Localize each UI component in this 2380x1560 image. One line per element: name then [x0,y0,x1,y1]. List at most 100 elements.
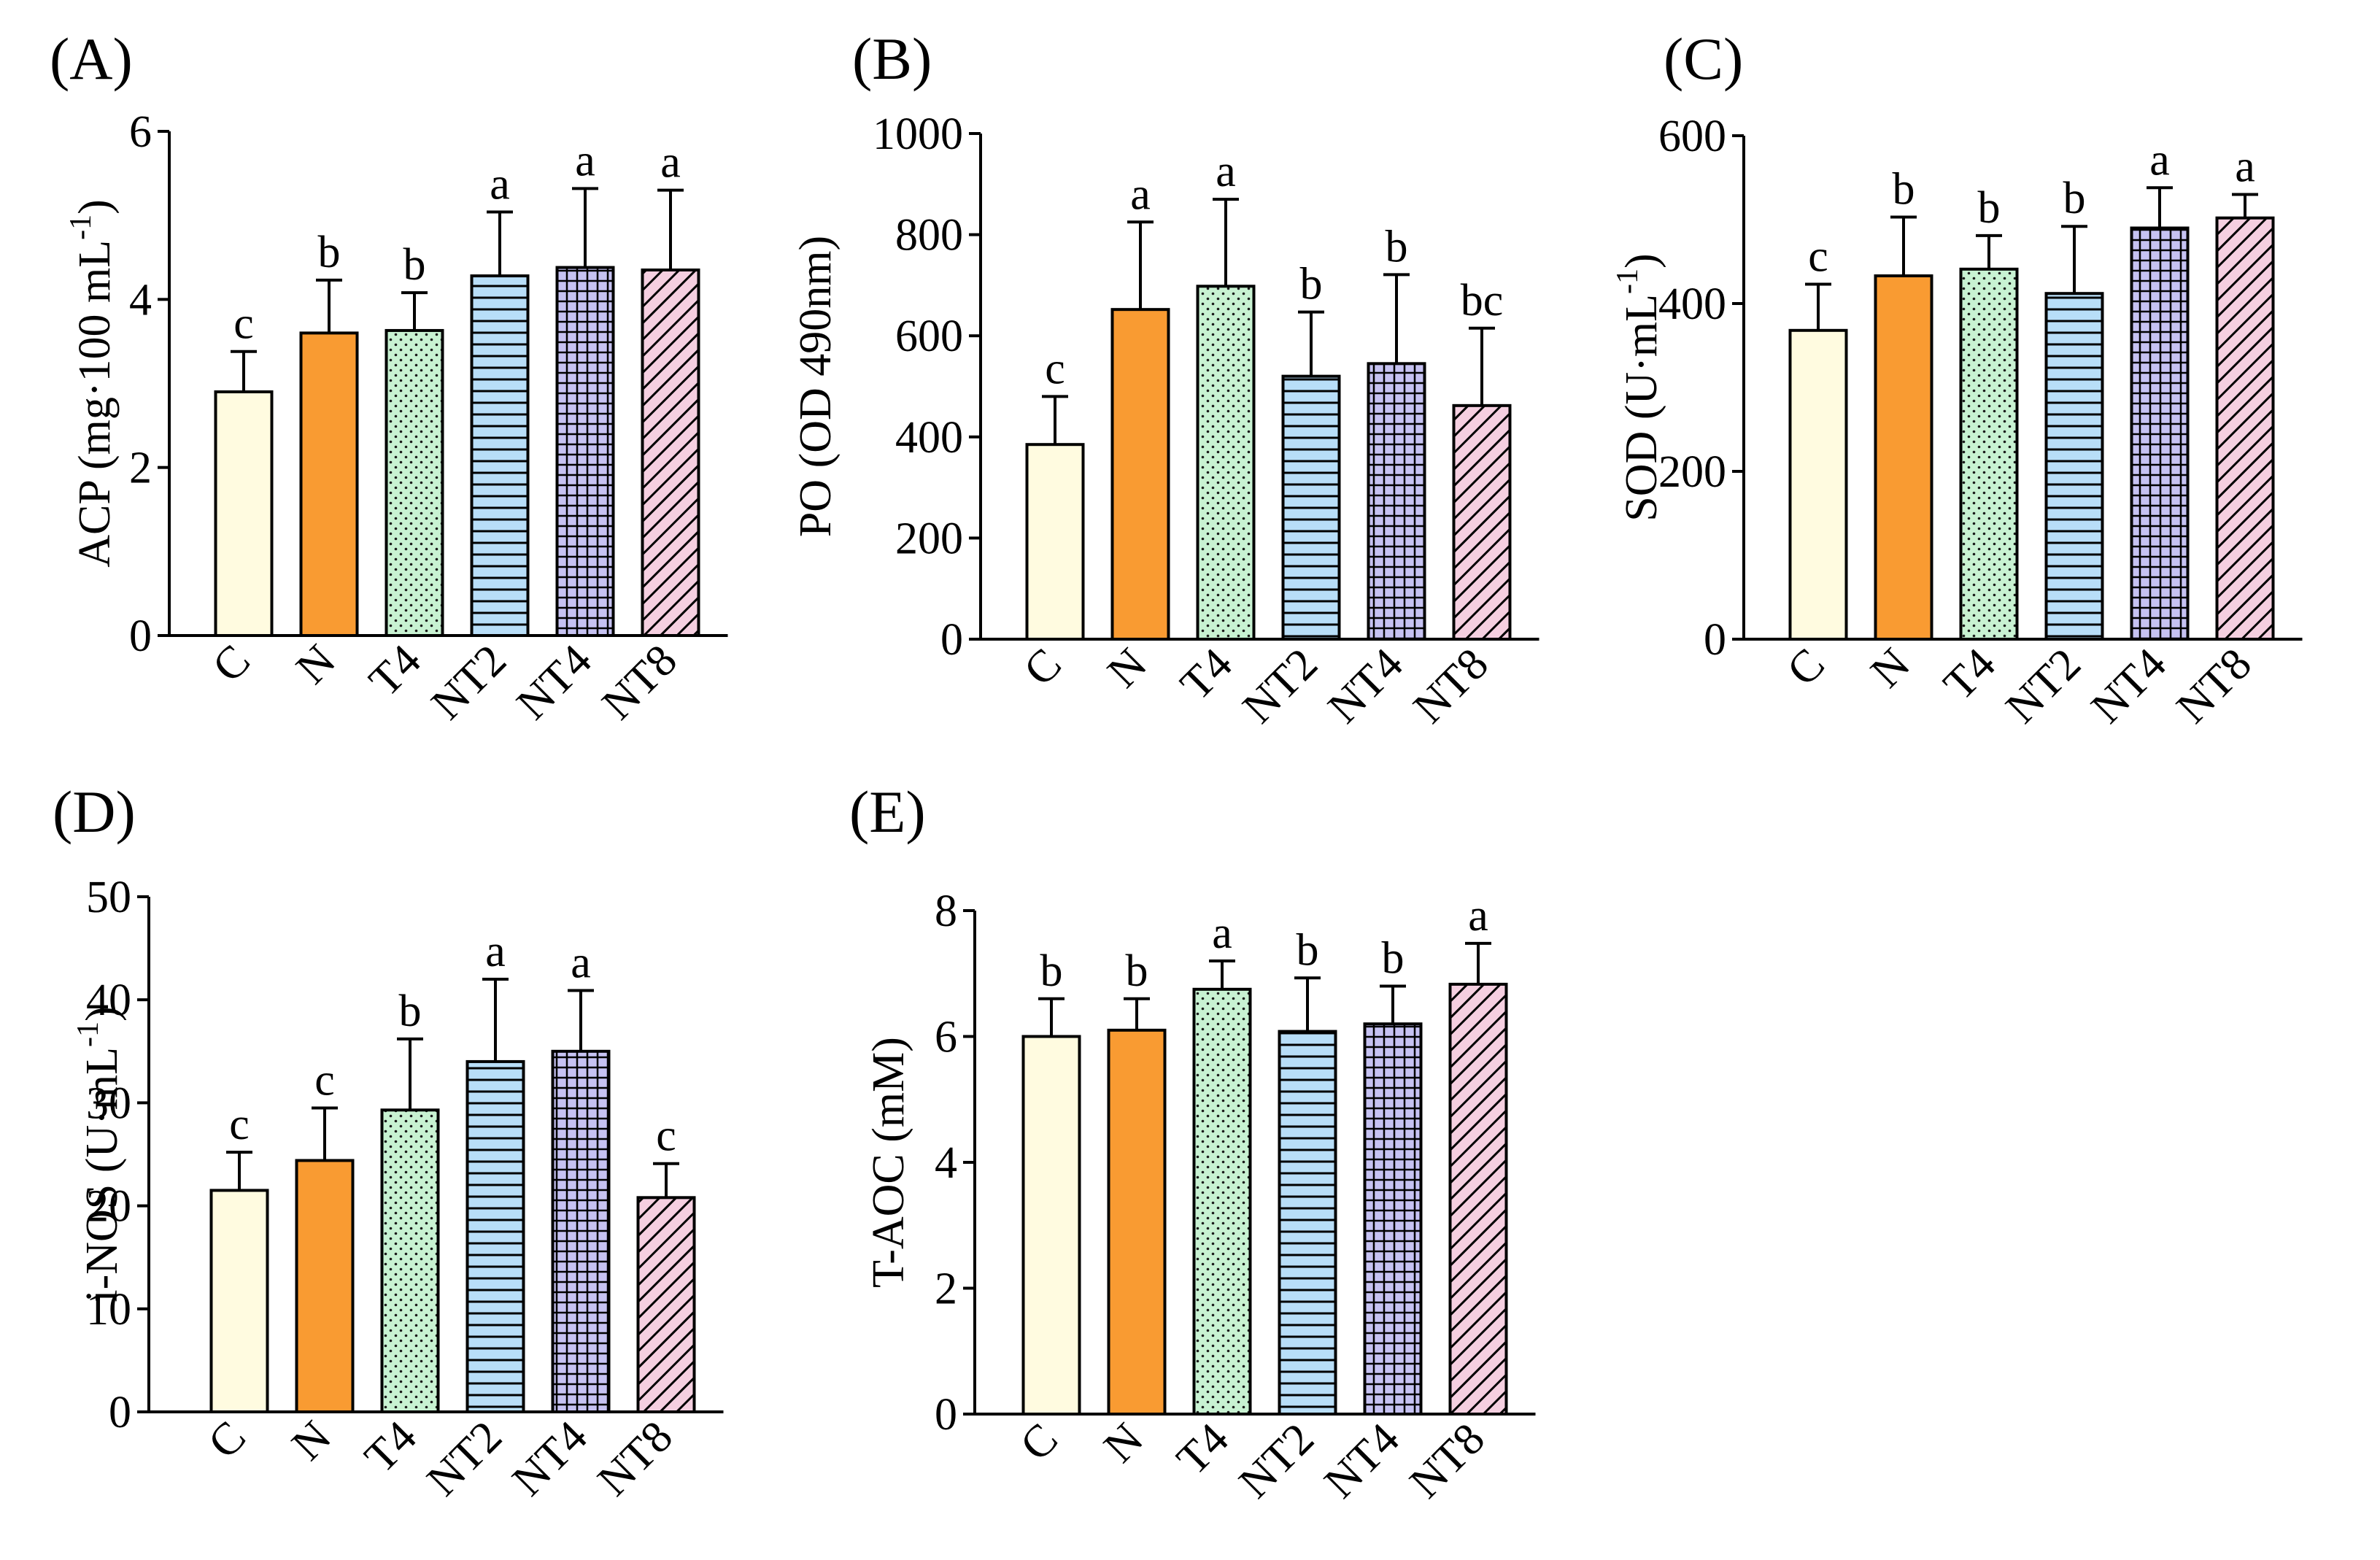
significance-letter-N: b [1126,946,1148,996]
bar-T4 [1959,267,2019,641]
y-tick-label: 400 [895,413,963,463]
category-label-C: C [1778,639,1834,695]
significance-letter-NT4: b [1382,934,1405,984]
significance-letter-N: b [1893,165,1915,215]
y-axis-title: SOD (U·mL-1) [1611,253,1666,521]
bar-NT8 [636,1196,696,1413]
significance-letter-C: c [1045,344,1065,393]
category-label-N: N [282,1412,341,1470]
y-tick-label: 20 [86,1182,131,1232]
significance-letter-T4: a [1216,147,1236,196]
y-axis-title-sup: -1 [1611,269,1645,294]
y-tick-label: 40 [86,976,131,1025]
panel-5: (E) 0 2 4 6 8 T-AOC (mM) b Cb Na T4 b NT2 b NT4 a NT8 [849,779,1536,1507]
y-tick-label: 0 [935,1390,957,1440]
y-tick-label: 2 [129,444,152,493]
category-label-NT2: NT2 [422,636,515,729]
y-tick-label: 200 [895,514,963,563]
bar-C [209,1189,269,1414]
significance-letter-NT4: a [575,136,595,185]
bar-NT4 [551,1049,611,1414]
y-tick-label: 4 [935,1138,957,1188]
y-axis-title-main: T-AOC (mM) [864,1037,913,1288]
y-tick-label: 30 [86,1078,131,1128]
y-axis-title: PO (OD 490nm) [791,236,841,537]
significance-letter-NT2: b [1297,925,1319,975]
category-label-NT2: NT2 [1233,639,1326,733]
y-tick-label: 600 [895,312,963,361]
y-axis-title: i-NOS (U·mL-1) [72,1006,127,1302]
bar-NT8 [2215,216,2275,641]
panel-label: (A) [50,26,133,92]
bar-NT4 [555,266,615,637]
bar-NT2 [1281,374,1341,641]
significance-letter-N: a [1130,169,1151,219]
y-tick-label: 200 [1658,447,1726,497]
category-label-N: N [1861,639,1920,698]
y-axis-title-sup: -1 [72,1022,105,1047]
category-label-NT8: NT8 [2167,639,2260,733]
significance-letter-C: c [229,1100,250,1149]
category-label-N: N [1098,639,1156,698]
category-label-C: C [1011,1414,1067,1470]
category-label-N: N [1094,1414,1153,1472]
bar-C [214,390,274,637]
significance-letter-NT8: c [656,1111,676,1161]
bar-NT8 [1448,982,1508,1416]
y-axis-title-main: ACP (mg·100 mL [70,240,120,568]
significance-letter-C: b [1040,946,1063,996]
significance-letter-NT2: a [490,160,510,209]
y-axis-title: ACP (mg·100 mL-1) [64,199,120,568]
bar-N [1107,1028,1167,1416]
category-label-NT8: NT8 [588,1412,681,1505]
significance-letter-T4: a [1212,908,1232,958]
significance-letter-N: b [318,228,341,277]
bar-NT4 [1363,1022,1423,1416]
panel-label: (B) [852,26,932,92]
y-axis-title-main: i-NOS (U·mL [77,1047,127,1302]
y-tick-label: 6 [935,1013,957,1062]
significance-letter-NT2: b [1300,260,1323,309]
y-tick-label: 10 [86,1285,131,1335]
bar-NT2 [1278,1030,1337,1416]
significance-letter-NT2: b [2063,174,2086,223]
category-label-NT8: NT8 [1404,639,1497,733]
panel-4: (D) 0 10 20 30 40 50 i-NOS (U·mL-1) c Cc Nb T4 a NT2 a… [53,779,724,1505]
panel-label: (D) [53,779,136,845]
significance-letter-T4: b [399,986,422,1036]
category-label-NT4: NT4 [1318,639,1412,733]
category-label-NT4: NT4 [507,636,600,729]
y-axis-title-close: ) [70,199,120,215]
bar-NT8 [641,269,700,637]
y-tick-label: 1000 [873,109,963,159]
y-tick-label: 800 [895,211,963,260]
category-label-C: C [204,636,260,692]
y-tick-label: 4 [129,275,152,325]
significance-letter-T4: b [1978,183,2001,233]
y-tick-label: 8 [935,887,957,936]
category-label-T4: T4 [1167,1414,1238,1485]
significance-letter-NT4: a [571,938,591,987]
category-label-NT8: NT8 [1400,1414,1494,1507]
category-label-T4: T4 [1171,639,1242,710]
y-axis-title-close: ) [1617,253,1666,269]
significance-letter-T4: b [403,240,426,290]
bar-T4 [1192,987,1252,1416]
panel-2: (B) 0 200 400 600 800 1000 PO (OD 490nm) c Ca Na T4… [791,26,1539,733]
y-axis-title: T-AOC (mM) [864,1037,913,1288]
bar-N [299,331,359,637]
y-tick-label: 400 [1658,279,1726,329]
y-tick-label: 600 [1658,112,1726,161]
y-tick-label: 50 [86,873,131,922]
category-label-T4: T4 [360,636,430,706]
bar-NT4 [1367,362,1426,641]
bar-T4 [385,328,444,637]
panel-label: (E) [849,779,926,845]
category-label-C: C [1015,639,1071,695]
bar-C [1021,1035,1081,1416]
significance-letter-NT4: b [1386,222,1408,271]
category-label-NT8: NT8 [592,636,686,729]
category-label-NT2: NT2 [417,1412,511,1505]
bar-N [295,1159,355,1414]
